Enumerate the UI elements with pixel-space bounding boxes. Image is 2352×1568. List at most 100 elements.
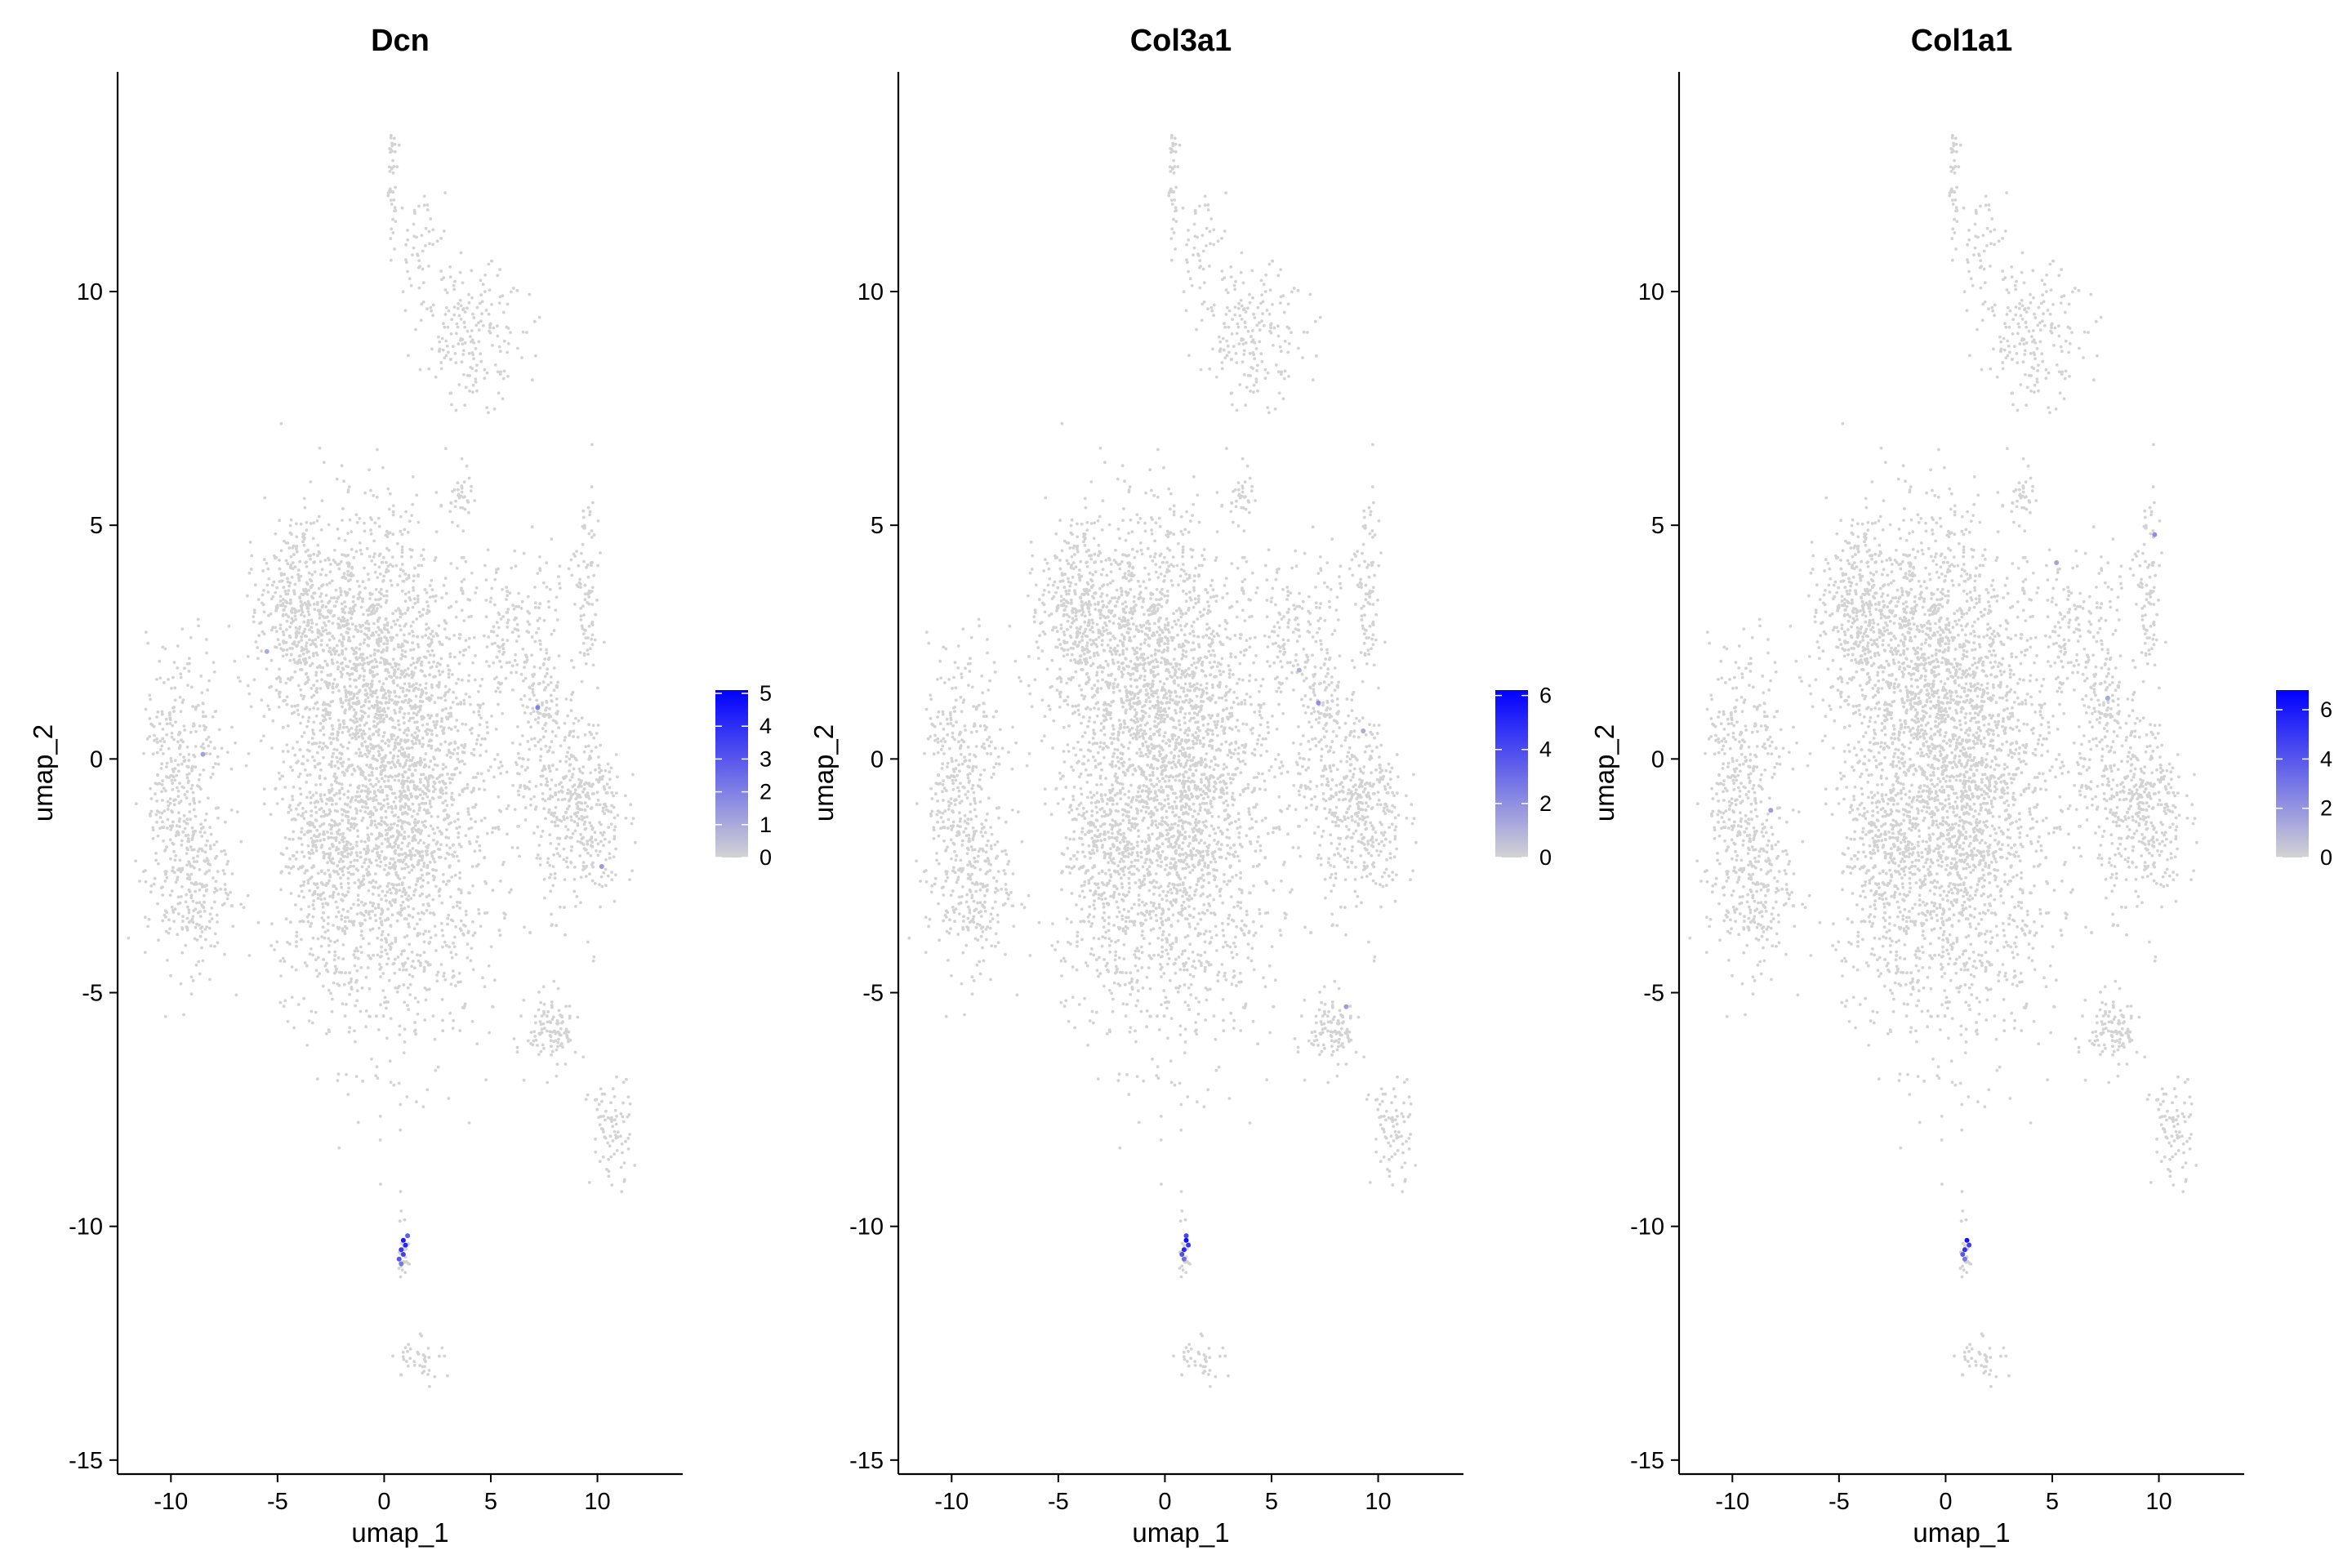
cell-point [631, 773, 635, 777]
cell-point [316, 635, 320, 639]
cell-point [216, 806, 220, 809]
cell-point [310, 1009, 314, 1013]
cell-point [448, 652, 452, 656]
cell-point [368, 858, 372, 862]
cell-point [568, 769, 572, 773]
cell-point [371, 773, 374, 777]
cell-point [363, 861, 366, 865]
cell-point [389, 563, 392, 567]
cell-point [316, 707, 320, 710]
cell-point [322, 856, 326, 860]
cell-point [341, 619, 345, 623]
cell-point [323, 936, 327, 940]
cell-point [299, 668, 302, 671]
cell-point [283, 698, 287, 702]
cell-point [329, 991, 332, 996]
cell-point [455, 566, 459, 570]
cell-point [515, 763, 519, 767]
cell-point [309, 522, 313, 525]
cell-point [345, 555, 348, 558]
cell-point [529, 725, 532, 729]
cell-point [333, 954, 336, 957]
cell-point [416, 645, 421, 648]
cell-point [327, 879, 331, 883]
cell-point [314, 622, 318, 626]
cell-point [156, 902, 159, 906]
cell-point [346, 1093, 350, 1096]
cell-point [310, 849, 314, 852]
cell-point [457, 817, 460, 822]
cell-point [564, 825, 568, 828]
cell-point [590, 536, 594, 539]
cell-point [208, 863, 212, 866]
cell-point [299, 599, 303, 604]
cell-point [308, 749, 311, 753]
cell-point [403, 728, 408, 733]
cell-point [456, 812, 460, 816]
cell-point [434, 884, 438, 889]
cell-point [590, 603, 595, 606]
cell-point [376, 750, 381, 753]
cell-point [170, 778, 174, 782]
cell-point [391, 510, 395, 514]
cell-point [202, 746, 206, 751]
cell-point [330, 825, 334, 829]
cell-point [345, 915, 350, 920]
cell-point [293, 582, 297, 586]
cell-point [529, 804, 532, 807]
cell-point [389, 1080, 393, 1085]
cell-point [281, 750, 285, 753]
cell-point [275, 606, 279, 609]
cell-point [419, 961, 422, 964]
cell-point [176, 795, 180, 798]
cell-point [438, 887, 442, 891]
cell-point [212, 843, 216, 847]
cell-point [446, 880, 450, 883]
cell-point [408, 764, 412, 768]
cell-point [430, 814, 434, 818]
cell-point [411, 657, 415, 660]
cell-point [256, 920, 261, 924]
cell-point [385, 715, 389, 719]
cell-point [516, 725, 519, 728]
cell-point [308, 952, 312, 956]
cell-point [211, 772, 215, 776]
cell-point [443, 698, 448, 702]
cell-point [256, 646, 260, 649]
cell-point [314, 958, 318, 962]
cell-point [192, 848, 196, 852]
cell-point [351, 622, 354, 626]
cell-point [314, 643, 317, 647]
cell-point [461, 751, 465, 755]
cell-point [435, 973, 439, 977]
cell-point [290, 611, 294, 614]
cell-point [341, 607, 345, 611]
cell-point [196, 854, 199, 858]
cell-point [184, 943, 188, 947]
cell-point [212, 900, 216, 904]
cell-point [338, 797, 342, 800]
cell-point [471, 884, 474, 888]
cell-point [302, 620, 306, 624]
cell-point [403, 836, 407, 840]
cell-point [416, 520, 421, 524]
cell-point [537, 721, 540, 724]
cell-point [337, 983, 341, 987]
cell-point [363, 491, 367, 495]
cell-point [333, 779, 337, 783]
cell-point [629, 803, 633, 807]
cell-point [168, 893, 172, 898]
cell-point [187, 908, 191, 912]
cell-point [536, 619, 540, 622]
cell-point [154, 858, 158, 862]
cell-point [526, 705, 529, 709]
cell-point [406, 956, 410, 960]
cell-point [297, 568, 301, 572]
cell-point [479, 716, 483, 719]
cell-point [287, 871, 292, 875]
cell-point [382, 867, 386, 871]
cell-point [582, 787, 586, 791]
cell-point [167, 918, 171, 922]
cell-point [590, 844, 595, 849]
cell-point [316, 897, 320, 900]
